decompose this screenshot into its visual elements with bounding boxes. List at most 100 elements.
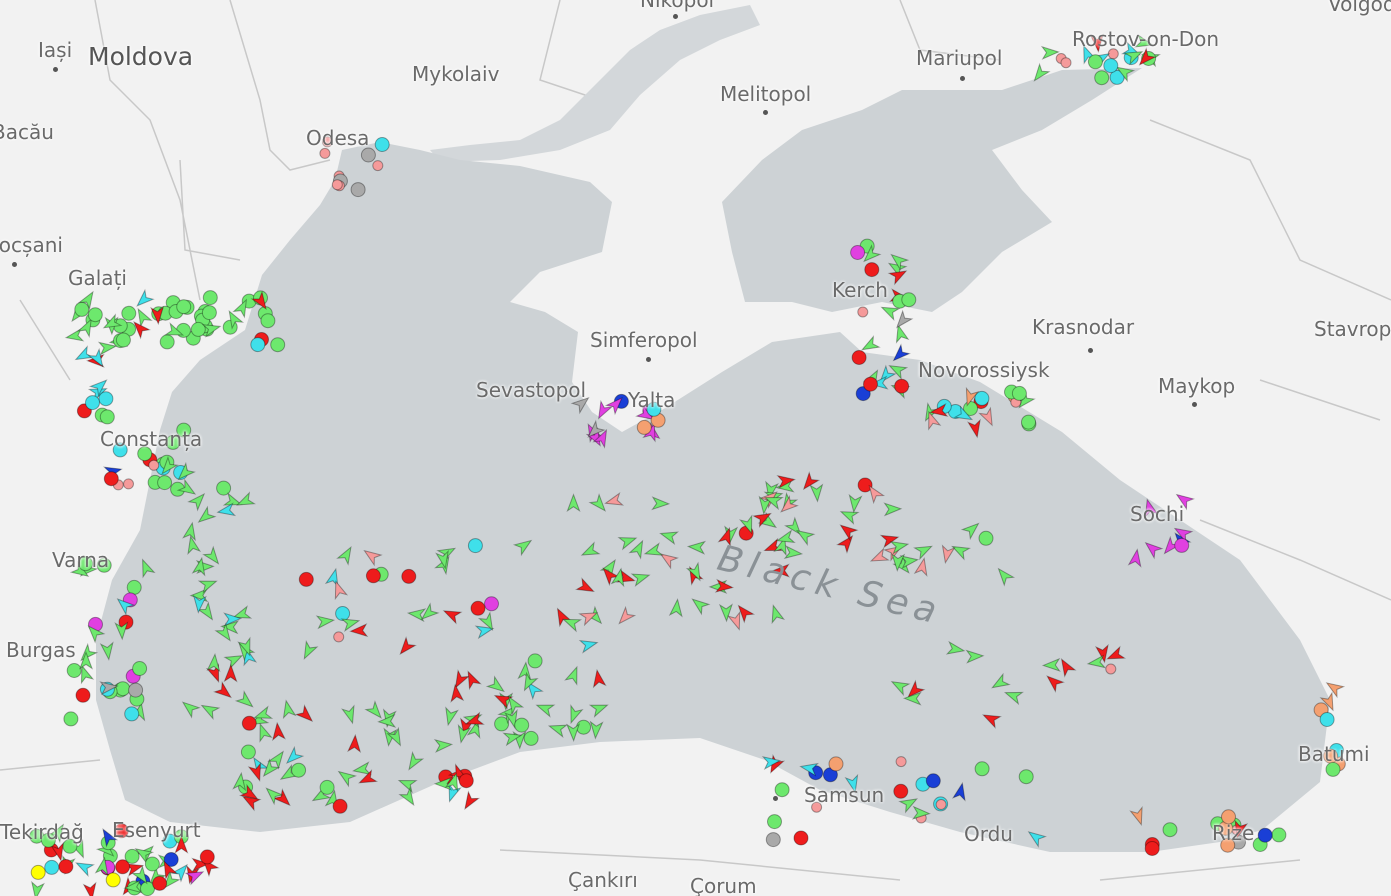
vessel-arrow-passenger[interactable]	[216, 502, 237, 519]
vessel-arrow-high-speed[interactable]	[604, 394, 626, 416]
vessel-arrow-high-speed[interactable]	[635, 404, 657, 425]
vessel-arrow-cargo[interactable]	[123, 879, 143, 895]
vessel-arrow-passenger[interactable]	[88, 376, 111, 397]
vessel-dot-tanker[interactable]	[458, 773, 474, 789]
vessel-arrow-tanker[interactable]	[552, 606, 572, 628]
vessel-arrow-passenger[interactable]	[74, 858, 95, 878]
vessel-dot-navaid[interactable]	[925, 773, 941, 789]
vessel-arrow-tanker[interactable]	[272, 788, 294, 810]
vessel-arrow-tanker[interactable]	[159, 859, 179, 881]
vessel-dot-cargo[interactable]	[291, 762, 307, 778]
vessel-arrow-cargo[interactable]	[547, 720, 568, 739]
vessel-arrow-tanker[interactable]	[271, 721, 286, 742]
vessel-arrow-cargo[interactable]	[718, 603, 733, 623]
vessel-arrow-cargo[interactable]	[78, 650, 94, 670]
vessel-dot-cargo[interactable]	[132, 661, 148, 676]
vessel-arrow-cargo[interactable]	[133, 844, 155, 865]
vessel-arrow-cargo[interactable]	[879, 302, 901, 322]
vessel-arrow-cargo[interactable]	[255, 722, 273, 743]
vessel-arrow-cargo[interactable]	[310, 785, 332, 805]
vessel-arrow-anchored[interactable]	[864, 482, 886, 505]
vessel-dot-yacht[interactable]	[30, 864, 46, 880]
vessel-arrow-cargo[interactable]	[588, 493, 610, 515]
vessel-arrow-cargo[interactable]	[101, 313, 123, 333]
vessel-arrow-cargo[interactable]	[1114, 62, 1136, 83]
vessel-dot-anchored[interactable]	[123, 478, 134, 490]
vessel-arrow-cargo[interactable]	[222, 492, 243, 511]
vessel-dot-tug[interactable]	[828, 756, 844, 772]
vessel-arrow-cargo[interactable]	[588, 700, 609, 718]
vessel-arrow-cargo[interactable]	[504, 709, 520, 729]
vessel-arrow-passenger[interactable]	[73, 345, 95, 365]
vessel-arrow-cargo[interactable]	[643, 542, 664, 560]
vessel-dot-cargo[interactable]	[99, 409, 115, 425]
vessel-dot-cargo[interactable]	[767, 814, 782, 830]
vessel-arrow-passenger[interactable]	[87, 383, 108, 402]
vessel-arrow-tanker[interactable]	[493, 690, 514, 710]
vessel-arrow-cargo[interactable]	[278, 763, 300, 785]
vessel-dot-passenger[interactable]	[1103, 58, 1119, 74]
vessel-arrow-tanker[interactable]	[349, 623, 369, 638]
vessel-arrow-cargo[interactable]	[950, 541, 971, 561]
vessel-dot-cargo[interactable]	[40, 832, 56, 848]
vessel-arrow-cargo[interactable]	[202, 545, 223, 567]
vessel-arrow-cargo[interactable]	[455, 724, 472, 744]
vessel-dot-tanker[interactable]	[118, 614, 134, 630]
vessel-arrow-cargo[interactable]	[630, 569, 651, 587]
vessel-arrow-cargo[interactable]	[902, 691, 922, 706]
vessel-arrow-tanker[interactable]	[887, 266, 909, 286]
vessel-arrow-cargo[interactable]	[234, 690, 256, 711]
vessel-arrow-cargo[interactable]	[191, 556, 208, 577]
vessel-arrow-cargo[interactable]	[566, 723, 581, 743]
vessel-dot-yacht[interactable]	[105, 872, 121, 888]
vessel-arrow-anchored[interactable]	[361, 546, 383, 567]
vessel-arrow-cargo[interactable]	[888, 250, 910, 272]
vessel-arrow-navaid[interactable]	[889, 343, 911, 365]
vessel-arrow-tanker[interactable]	[130, 318, 151, 340]
vessel-arrow-cargo[interactable]	[352, 761, 372, 776]
vessel-arrow-cargo[interactable]	[686, 540, 707, 555]
vessel-arrow-cargo[interactable]	[913, 541, 935, 561]
vessel-arrow-cargo[interactable]	[589, 720, 604, 740]
vessel-arrow-tanker[interactable]	[441, 605, 463, 625]
vessel-arrow-cargo[interactable]	[599, 557, 620, 579]
vessel-arrow-cargo[interactable]	[628, 538, 648, 560]
vessel-dot-tug[interactable]	[1221, 809, 1236, 825]
vessel-dot-cargo[interactable]	[527, 653, 543, 669]
vessel-dot-navaid[interactable]	[855, 386, 871, 402]
vessel-dot-high-speed[interactable]	[1174, 537, 1190, 553]
vessel-dot-high-speed[interactable]	[850, 245, 866, 260]
vessel-dot-tanker[interactable]	[58, 859, 74, 874]
vessel-dot-cargo[interactable]	[514, 717, 530, 733]
vessel-arrow-cargo[interactable]	[898, 794, 920, 814]
vessel-dot-cargo[interactable]	[576, 719, 592, 735]
vessel-dot-anchored[interactable]	[811, 801, 823, 813]
vessel-dot-passenger[interactable]	[1109, 69, 1125, 85]
vessel-arrow-cargo[interactable]	[739, 514, 757, 535]
vessel-dot-tanker[interactable]	[1144, 841, 1160, 856]
vessel-dot-tanker[interactable]	[103, 471, 119, 487]
vessel-arrow-tanker[interactable]	[717, 526, 735, 547]
vessel-arrow-cargo[interactable]	[197, 576, 218, 594]
vessel-arrow-cargo[interactable]	[689, 595, 711, 616]
vessel-arrow-cargo[interactable]	[1041, 657, 1061, 672]
vessel-arrow-cargo[interactable]	[960, 519, 982, 541]
vessel-arrow-cargo[interactable]	[485, 675, 507, 696]
vessel-dot-cargo[interactable]	[165, 434, 181, 450]
vessel-arrow-tanker[interactable]	[213, 680, 235, 702]
vessel-arrow-cargo[interactable]	[763, 492, 784, 511]
vessel-arrow-passenger[interactable]	[578, 637, 599, 654]
vessel-dot-tanker[interactable]	[241, 715, 257, 731]
vessel-arrow-high-speed[interactable]	[1160, 535, 1182, 557]
vessel-arrow-cargo[interactable]	[76, 664, 95, 685]
vessel-dot-anchored[interactable]	[1060, 57, 1072, 69]
vessel-dot-unspecified[interactable]	[128, 682, 144, 698]
vessel-arrow-passenger[interactable]	[87, 347, 108, 369]
vessel-arrow-cargo[interactable]	[259, 758, 281, 780]
vessel-arrow-tanker[interactable]	[240, 792, 262, 812]
vessel-arrow-tanker[interactable]	[396, 636, 417, 658]
vessel-arrow-tanker[interactable]	[450, 669, 471, 691]
vessel-arrow-cargo[interactable]	[1123, 46, 1145, 66]
vessel-dot-anchored[interactable]	[1107, 48, 1119, 60]
vessel-arrow-tanker[interactable]	[904, 679, 926, 701]
